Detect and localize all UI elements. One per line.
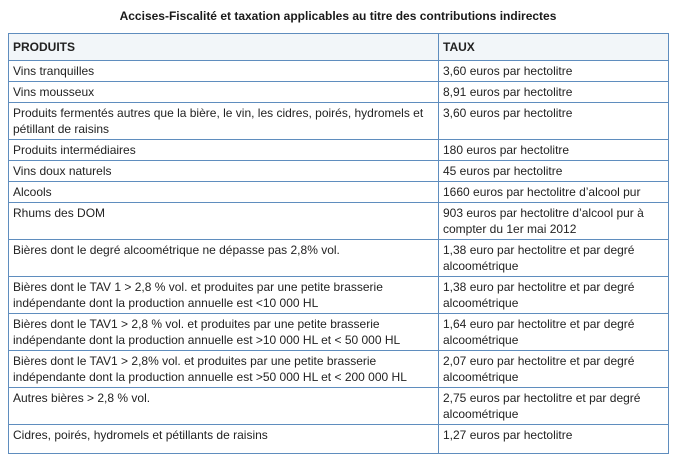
produit-cell: Vins tranquilles	[8, 60, 439, 82]
produit-cell: Bières dont le TAV 1 > 2,8 % vol. et pro…	[8, 276, 439, 314]
taux-cell: 2,07 euro par hectolitre et par degré al…	[438, 350, 669, 388]
column-header-produits: PRODUITS	[8, 33, 439, 61]
taux-cell: 1,38 euro par hectolitre et par degré al…	[438, 276, 669, 314]
produit-cell: Bières dont le TAV1 > 2,8% vol. et produ…	[8, 350, 439, 388]
table-row: Vins doux naturels 45 euros par hectolit…	[8, 160, 669, 182]
table-row: Bières dont le degré alcoométrique ne dé…	[8, 239, 669, 277]
taux-cell: 1,27 euros par hectolitre	[438, 424, 669, 454]
table-row: Alcools 1660 euros par hectolitre d’alco…	[8, 181, 669, 203]
produit-cell: Autres bières > 2,8 % vol.	[8, 387, 439, 425]
produit-cell: Cidres, poirés, hydromels et pétillants …	[8, 424, 439, 454]
table-body: Vins tranquilles 3,60 euros par hectolit…	[8, 60, 669, 454]
table-header: PRODUITS TAUX	[8, 33, 669, 61]
table-row: Vins mousseux 8,91 euros par hectolitre	[8, 81, 669, 103]
table-row: Bières dont le TAV1 > 2,8 % vol. et prod…	[8, 313, 669, 351]
table-row: Vins tranquilles 3,60 euros par hectolit…	[8, 60, 669, 82]
table-row: Cidres, poirés, hydromels et pétillants …	[8, 424, 669, 454]
produit-cell: Bières dont le TAV1 > 2,8 % vol. et prod…	[8, 313, 439, 351]
produit-cell: Produits intermédiaires	[8, 139, 439, 161]
table-row: Produits intermédiaires 180 euros par he…	[8, 139, 669, 161]
produit-cell: Produits fermentés autres que la bière, …	[8, 102, 439, 140]
taux-cell: 1,38 euro par hectolitre et par degré al…	[438, 239, 669, 277]
taux-cell: 903 euros par hectolitre d’alcool pur à …	[438, 202, 669, 240]
table-row: Bières dont le TAV1 > 2,8% vol. et produ…	[8, 350, 669, 388]
taux-cell: 3,60 euros par hectolitre	[438, 60, 669, 82]
taux-cell: 1660 euros par hectolitre d’alcool pur	[438, 181, 669, 203]
taux-cell: 3,60 euros par hectolitre	[438, 102, 669, 140]
page-title: Accises-Fiscalité et taxation applicable…	[119, 9, 557, 23]
table-row: Produits fermentés autres que la bière, …	[8, 102, 669, 140]
taux-cell: 1,64 euro par hectolitre et par degré al…	[438, 313, 669, 351]
produit-cell: Bières dont le degré alcoométrique ne dé…	[8, 239, 439, 277]
taux-cell: 8,91 euros par hectolitre	[438, 81, 669, 103]
taux-cell: 45 euros par hectolitre	[438, 160, 669, 182]
column-header-taux: TAUX	[438, 33, 669, 61]
table-row: Rhums des DOM 903 euros par hectolitre d…	[8, 202, 669, 240]
produit-cell: Rhums des DOM	[8, 202, 439, 240]
table-row: Bières dont le TAV 1 > 2,8 % vol. et pro…	[8, 276, 669, 314]
produit-cell: Alcools	[8, 181, 439, 203]
header-row: PRODUITS TAUX	[8, 33, 669, 61]
produit-cell: Vins doux naturels	[8, 160, 439, 182]
table-row: Autres bières > 2,8 % vol. 2,75 euros pa…	[8, 387, 669, 425]
taux-cell: 2,75 euros par hectolitre et par degré a…	[438, 387, 669, 425]
excise-tax-table: PRODUITS TAUX Vins tranquilles 3,60 euro…	[8, 33, 669, 454]
produit-cell: Vins mousseux	[8, 81, 439, 103]
taux-cell: 180 euros par hectolitre	[438, 139, 669, 161]
